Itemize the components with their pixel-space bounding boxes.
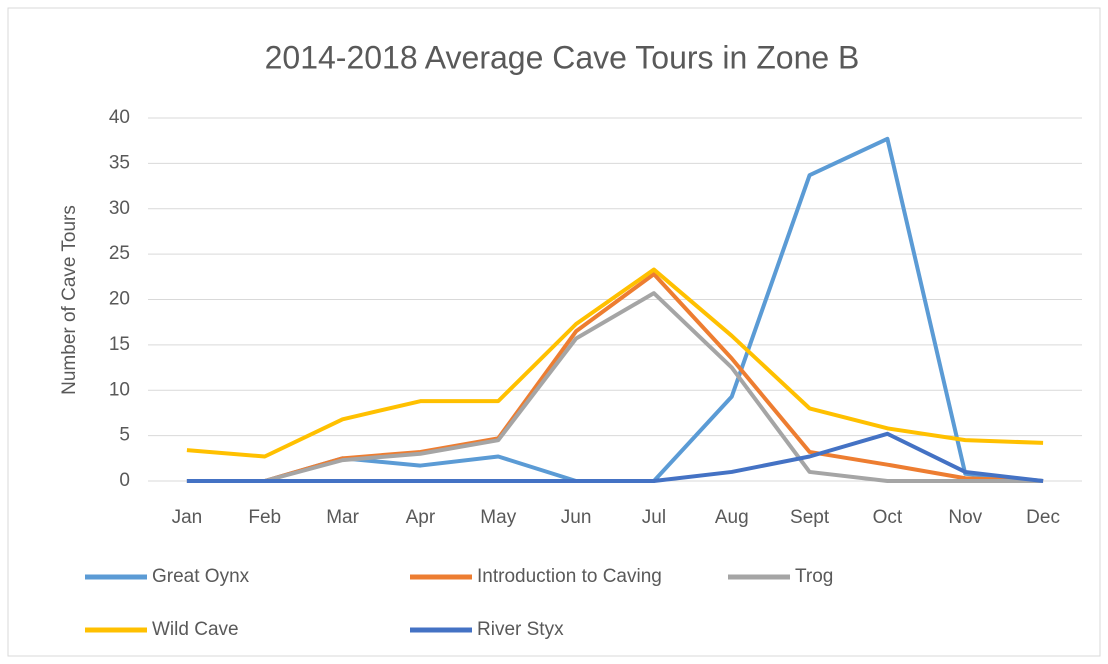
y-tick-label: 20 xyxy=(109,289,130,310)
x-tick-label: Feb xyxy=(248,507,281,528)
legend-label: Great Oynx xyxy=(152,566,250,587)
x-tick-label: May xyxy=(480,507,516,528)
chart-frame xyxy=(7,7,1101,657)
x-tick-label: Aug xyxy=(715,507,749,528)
y-tick-label: 40 xyxy=(109,107,130,128)
x-tick-label: Jul xyxy=(642,507,666,528)
series-line xyxy=(186,291,1044,483)
y-tick-label: 35 xyxy=(109,152,130,173)
y-tick-label: 30 xyxy=(109,198,130,219)
x-tick-label: Oct xyxy=(873,507,903,528)
x-tick-label: Apr xyxy=(406,507,436,528)
x-tick-label: Jan xyxy=(172,507,203,528)
series-line xyxy=(186,267,1044,459)
legend-label: River Styx xyxy=(477,619,564,640)
y-tick-label: 25 xyxy=(109,243,130,264)
x-tick-label: Nov xyxy=(948,507,982,528)
legend-label: Introduction to Caving xyxy=(477,566,662,587)
legend-label: Trog xyxy=(795,566,833,587)
y-tick-label: 15 xyxy=(109,334,130,355)
x-tick-label: Jun xyxy=(561,507,592,528)
series-line xyxy=(186,431,1044,483)
y-tick-label: 5 xyxy=(119,425,130,446)
x-tick-label: Sept xyxy=(790,507,830,528)
y-axis-label: Number of Cave Tours xyxy=(59,205,80,395)
y-tick-label: 0 xyxy=(119,470,130,491)
x-tick-label: Dec xyxy=(1026,507,1060,528)
legend-label: Wild Cave xyxy=(152,619,239,640)
y-tick-label: 10 xyxy=(109,379,130,400)
chart-title: 2014-2018 Average Cave Tours in Zone B xyxy=(265,39,860,75)
x-tick-label: Mar xyxy=(326,507,359,528)
